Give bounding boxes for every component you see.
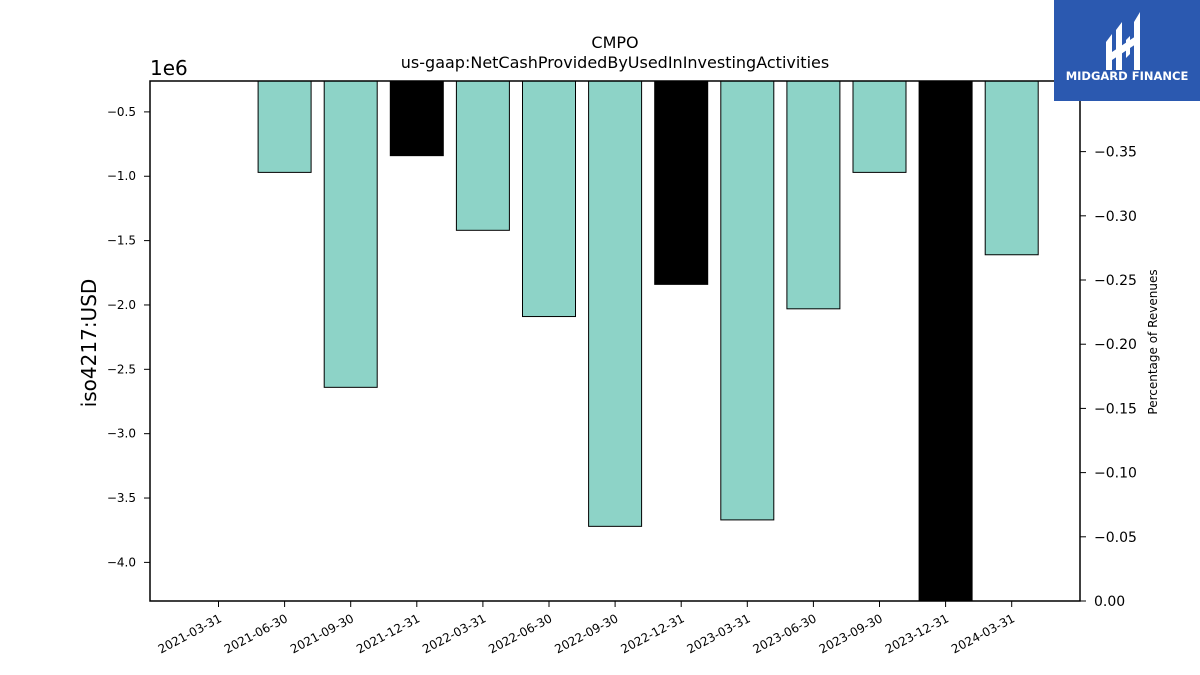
y-tick-label: −4.0 xyxy=(107,555,136,569)
logo-mark-icon xyxy=(1106,12,1140,70)
chart-title: CMPO xyxy=(591,33,638,52)
bar xyxy=(455,80,510,231)
bar xyxy=(323,80,378,388)
y2-axis: 0.00 −0.05 −0.10 −0.15 −0.20 −0.25 −0.30 −0.35 xyxy=(1080,145,1137,610)
x-tick-label: 2024-03-31 xyxy=(949,611,1017,656)
y-scale-label: 1e6 xyxy=(150,56,188,80)
y-tick-label: −3.0 xyxy=(107,427,136,441)
y2-tick-label: 0.00 xyxy=(1094,594,1125,610)
chart-subtitle: us-gaap:NetCashProvidedByUsedInInvesting… xyxy=(401,53,829,72)
bar xyxy=(984,80,1039,256)
y-tick-label: −1.0 xyxy=(107,169,136,183)
y-tick-label: −2.5 xyxy=(107,362,136,376)
bars-group xyxy=(257,80,1039,602)
x-tick-label: 2021-06-30 xyxy=(222,611,290,656)
x-tick-label: 2022-03-31 xyxy=(420,611,488,656)
y-tick-label: −0.5 xyxy=(107,105,136,119)
x-tick-label: 2023-06-30 xyxy=(751,611,819,656)
y-axis-label: iso4217:USD xyxy=(77,279,101,408)
y-tick-label: −2.0 xyxy=(107,298,136,312)
y-tick-label: −1.5 xyxy=(107,234,136,248)
logo-text: MIDGARD FINANCE xyxy=(1066,69,1189,83)
y2-tick-label: −0.15 xyxy=(1094,401,1137,417)
x-tick-label: 2022-09-30 xyxy=(552,611,620,656)
x-tick-label: 2021-12-31 xyxy=(354,611,422,656)
x-tick-label: 2023-09-30 xyxy=(817,611,885,656)
x-tick-label: 2023-12-31 xyxy=(883,611,951,656)
bar xyxy=(720,80,775,521)
bar xyxy=(389,80,444,157)
y2-tick-label: −0.20 xyxy=(1094,337,1137,353)
y2-tick-label: −0.25 xyxy=(1094,273,1137,289)
y-tick-label: −3.5 xyxy=(107,491,136,505)
x-tick-label: 2021-09-30 xyxy=(288,611,356,656)
x-tick-label: 2022-12-31 xyxy=(618,611,686,656)
y2-tick-label: −0.05 xyxy=(1094,530,1137,546)
x-axis: 2021-03-312021-06-302021-09-302021-12-31… xyxy=(156,601,1017,656)
bar xyxy=(522,80,576,318)
midgard-finance-logo: MIDGARD FINANCE xyxy=(1054,0,1200,101)
x-tick-label: 2021-03-31 xyxy=(156,611,224,656)
bar xyxy=(918,80,973,602)
bar xyxy=(588,80,643,527)
y2-tick-label: −0.10 xyxy=(1094,466,1137,482)
y2-tick-label: −0.30 xyxy=(1094,209,1137,225)
bar xyxy=(852,80,907,173)
bar xyxy=(786,80,841,310)
y2-axis-label: Percentage of Revenues xyxy=(1146,269,1160,414)
x-tick-label: 2022-06-30 xyxy=(486,611,554,656)
bar xyxy=(257,80,312,173)
bar xyxy=(654,80,709,285)
y2-tick-label: −0.35 xyxy=(1094,145,1137,161)
y-axis: −0.5 −1.0 −1.5 −2.0 −2.5 −3.0 −3.5 −4.0 xyxy=(107,105,150,569)
x-tick-label: 2023-03-31 xyxy=(685,611,753,656)
plot-frame xyxy=(149,80,1081,602)
